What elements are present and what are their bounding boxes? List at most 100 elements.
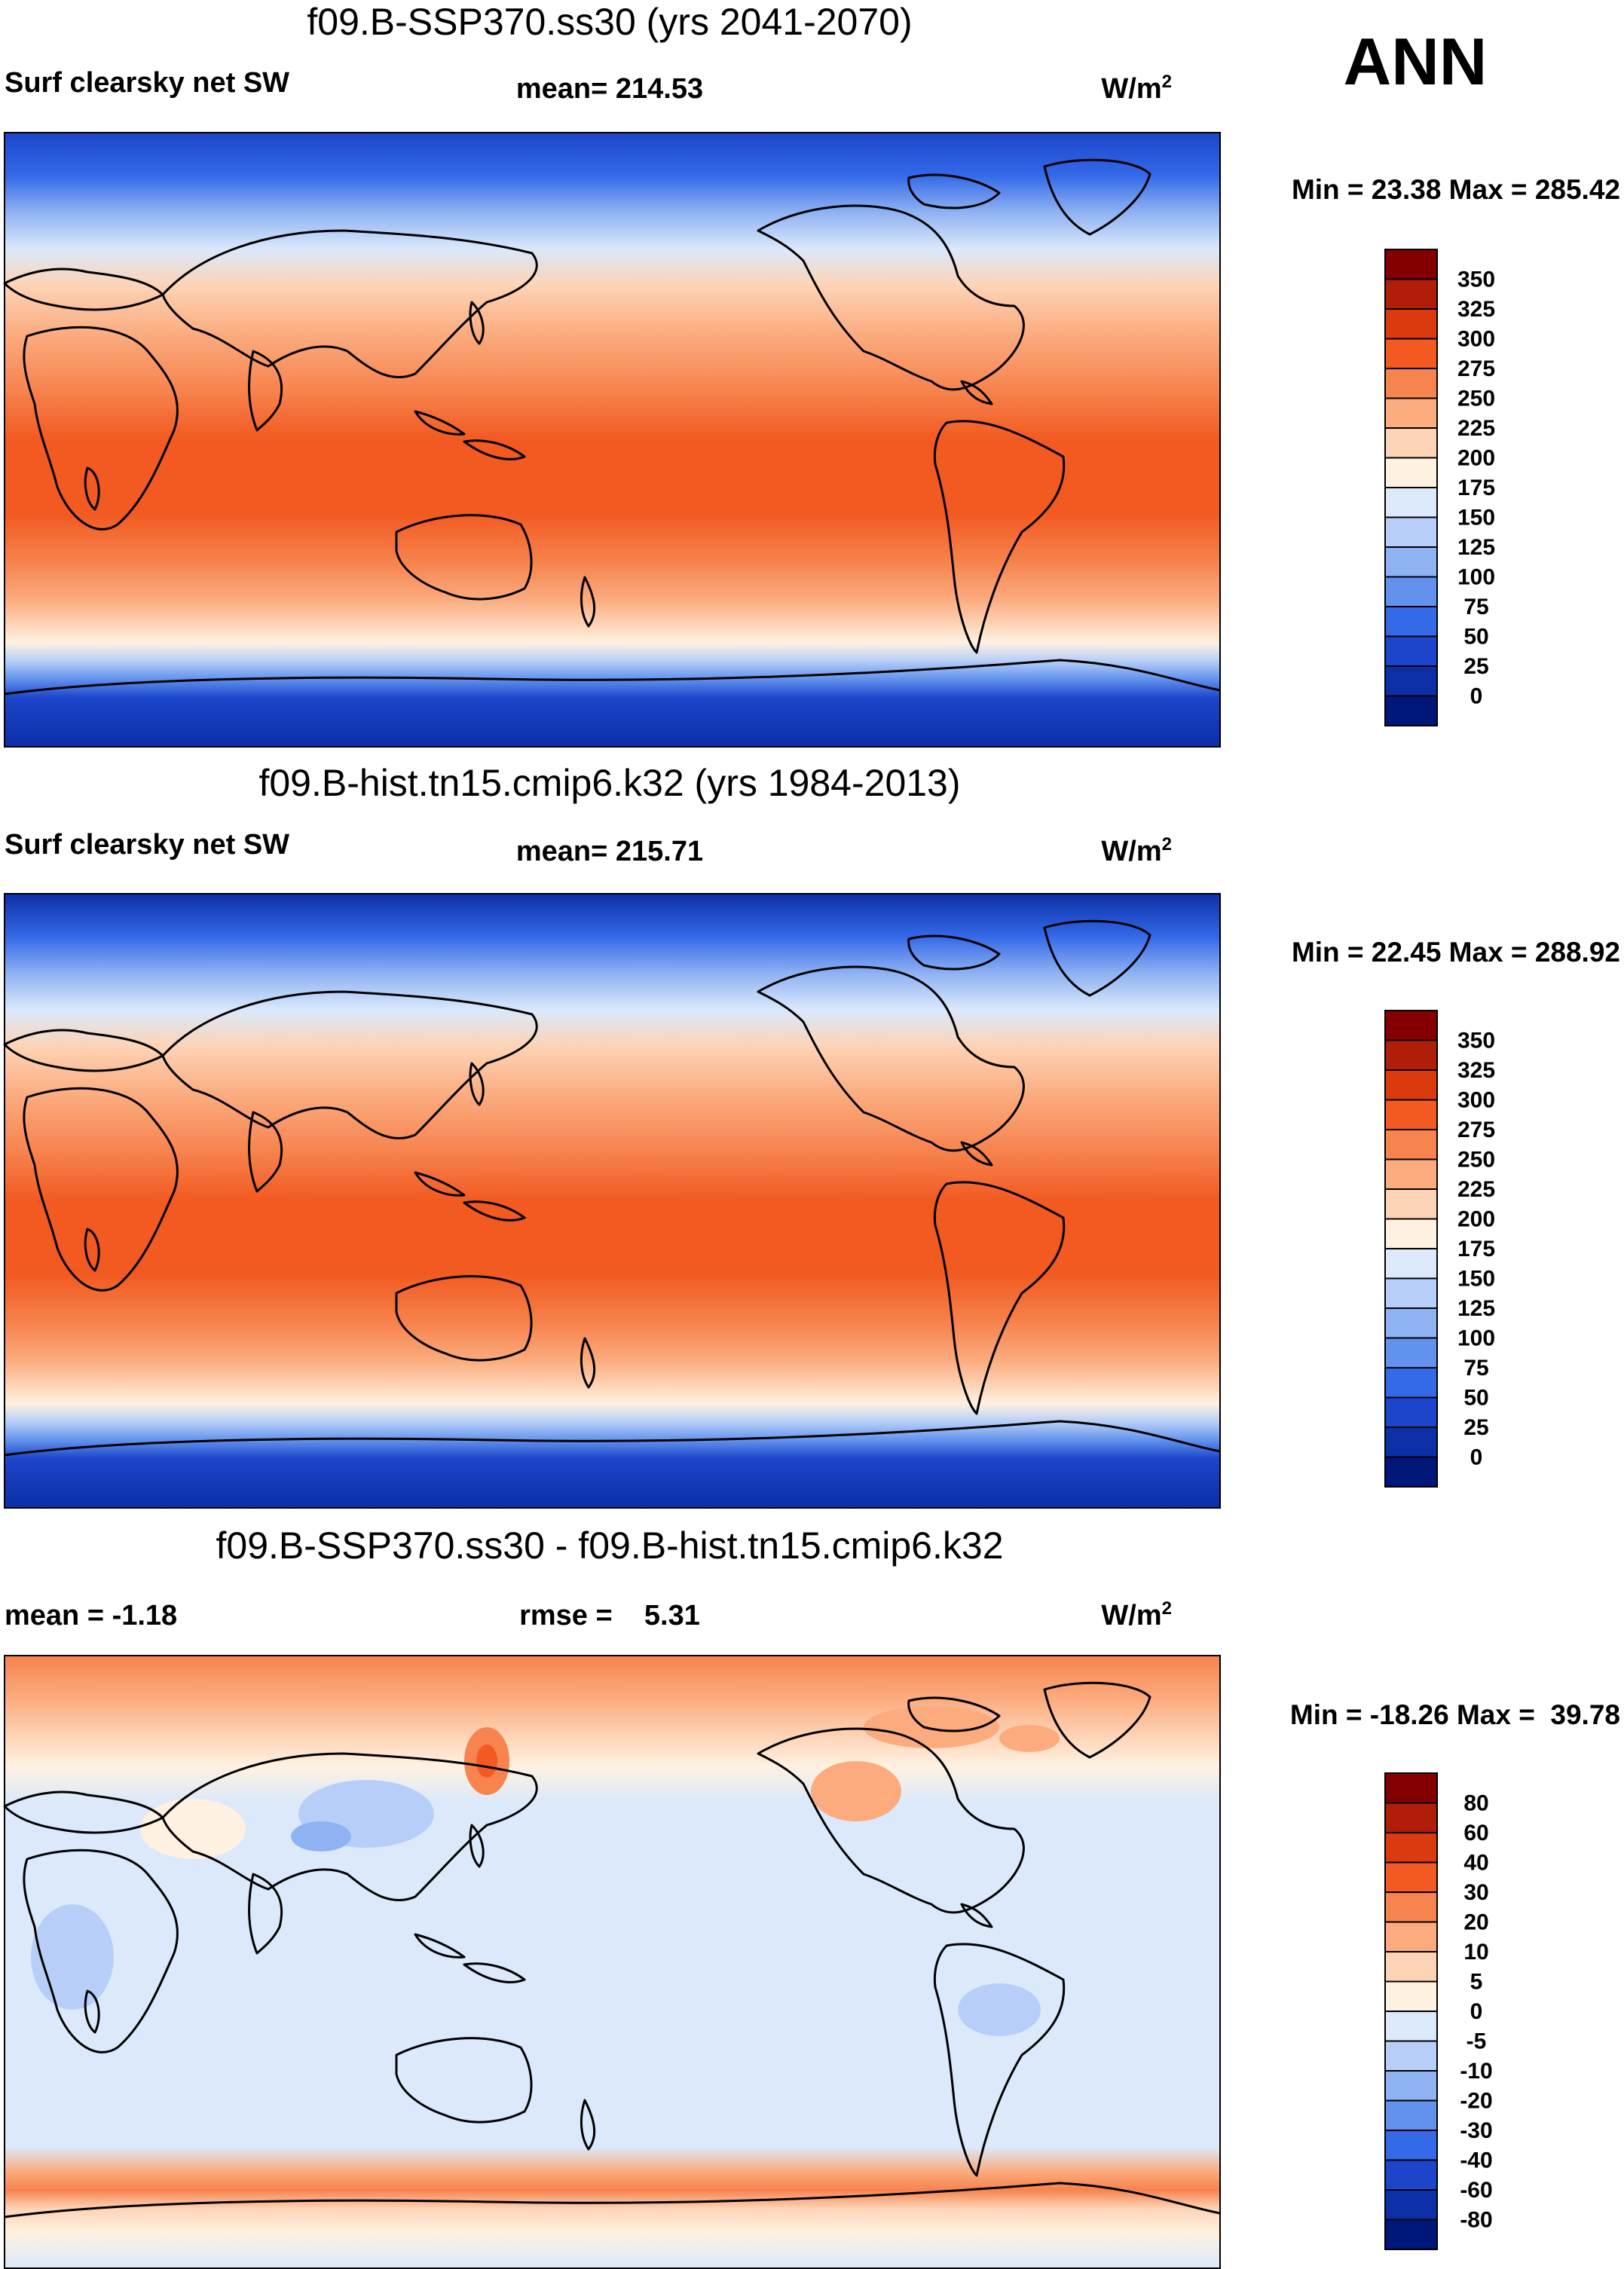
colorbar-tick-label: -30 — [1460, 2118, 1492, 2143]
colorbar-tick-label: 30 — [1463, 1880, 1488, 1905]
colorbar-box — [1384, 278, 1438, 310]
panel-3-colorbar: 80 60 40 30 20 10 5 0 -5 -10 -20 -30 -40 -60 -80 — [1384, 1772, 1493, 2250]
colorbar-tick-label: 100 — [1457, 565, 1495, 590]
colorbar-box — [1384, 695, 1438, 726]
panel-3-center-label: rmse = 5.31 — [519, 1600, 700, 1631]
colorbar-box — [1384, 1277, 1438, 1309]
panel-2-center-label: mean= 215.71 — [516, 836, 703, 867]
panel-2-units: W/m2 — [1101, 834, 1172, 867]
colorbar-box — [1384, 1951, 1438, 1983]
colorbar-box — [1384, 308, 1438, 340]
colorbar-box — [1384, 2130, 1438, 2161]
panel-3-map-field — [5, 1656, 1220, 2269]
colorbar-box — [1384, 1099, 1438, 1130]
panel-2-map-field — [5, 894, 1220, 1508]
colorbar-tick-label: 75 — [1463, 595, 1488, 619]
colorbar-box — [1384, 1891, 1438, 1923]
colorbar-box — [1384, 1248, 1438, 1280]
colorbar-tick-label: 25 — [1463, 654, 1488, 679]
colorbar-tick-label: 175 — [1457, 476, 1495, 500]
colorbar-box — [1384, 1427, 1438, 1458]
panel-1-left-label: Surf clearsky net SW — [5, 67, 289, 99]
panel-2: f09.B-hist.tn15.cmip6.k32 (yrs 1984-2013… — [3, 762, 1620, 1509]
colorbar-tick-label: 200 — [1457, 446, 1495, 471]
colorbar-box — [1384, 1396, 1438, 1428]
colorbar-tick-label: 0 — [1470, 1999, 1483, 2024]
colorbar-tick-label: 100 — [1457, 1326, 1495, 1351]
colorbar-tick-label: 125 — [1457, 1296, 1495, 1321]
panel-1-map — [3, 132, 1222, 748]
colorbar-tick-label: 5 — [1470, 1970, 1483, 1995]
colorbar-box — [1384, 576, 1438, 607]
colorbar-tick-label: 300 — [1457, 1088, 1495, 1113]
colorbar-tick-label: 250 — [1457, 1148, 1495, 1173]
panel-3-units: W/m2 — [1101, 1598, 1172, 1631]
colorbar-box — [1384, 1802, 1438, 1833]
colorbar-box — [1384, 665, 1438, 697]
colorbar-tick-label: 325 — [1457, 297, 1495, 322]
colorbar-tick-label: 350 — [1457, 268, 1495, 292]
colorbar-box — [1384, 1188, 1438, 1220]
colorbar-box — [1384, 2040, 1438, 2072]
panel-3-map-frame — [4, 1655, 1221, 2269]
colorbar-box — [1384, 1772, 1438, 1804]
colorbar-tick-label: 225 — [1457, 1177, 1495, 1202]
colorbar-tick-label: 10 — [1463, 1940, 1488, 1965]
season-label: ANN — [1344, 24, 1488, 99]
colorbar-tick-label: 200 — [1457, 1207, 1495, 1232]
colorbar-tick-label: 25 — [1463, 1415, 1488, 1440]
colorbar-tick-label: 80 — [1463, 1791, 1488, 1816]
panel-3-title: f09.B-SSP370.ss30 - f09.B-hist.tn15.cmip… — [216, 1524, 1004, 1567]
colorbar-box — [1384, 397, 1438, 429]
panel-2-left-label: Surf clearsky net SW — [5, 829, 289, 861]
colorbar-box — [1384, 457, 1438, 488]
colorbar-box — [1384, 606, 1438, 638]
colorbar-box — [1384, 1129, 1438, 1160]
colorbar-tick-label: 150 — [1457, 1267, 1495, 1292]
colorbar-tick-label: -40 — [1460, 2148, 1492, 2173]
colorbar-box — [1384, 338, 1438, 369]
panel-2-map-frame — [4, 893, 1221, 1509]
colorbar-box — [1384, 1069, 1438, 1101]
colorbar-tick-label: 50 — [1463, 625, 1488, 650]
colorbar-box — [1384, 546, 1438, 578]
colorbar-tick-label: 0 — [1470, 684, 1483, 709]
colorbar-box — [1384, 1456, 1438, 1488]
panel-1-title: f09.B-SSP370.ss30 (yrs 2041-2070) — [307, 1, 912, 43]
colorbar-tick-label: -60 — [1460, 2178, 1492, 2203]
panel-1-center-label: mean= 214.53 — [516, 73, 703, 105]
colorbar-tick-label: 20 — [1463, 1910, 1488, 1935]
panel-2-map — [3, 893, 1222, 1509]
colorbar-tick-label: 125 — [1457, 535, 1495, 560]
colorbar-tick-label: -80 — [1460, 2208, 1492, 2233]
panel-3-left-label: mean = -1.18 — [5, 1600, 177, 1631]
colorbar-box — [1384, 1158, 1438, 1190]
colorbar-box — [1384, 2070, 1438, 2102]
panel-2-minmax: Min = 22.45 Max = 288.92 — [1292, 937, 1620, 968]
colorbar-box — [1384, 2189, 1438, 2221]
colorbar-tick-label: 275 — [1457, 1118, 1495, 1142]
colorbar-tick-label: 275 — [1457, 356, 1495, 381]
colorbar-box — [1384, 1367, 1438, 1399]
colorbar-box — [1384, 427, 1438, 459]
colorbar-box — [1384, 368, 1438, 399]
colorbar-tick-label: -20 — [1460, 2089, 1492, 2114]
colorbar-tick-label: 60 — [1463, 1821, 1488, 1845]
colorbar-box — [1384, 487, 1438, 518]
colorbar-tick-label: 225 — [1457, 416, 1495, 441]
colorbar-box — [1384, 1861, 1438, 1893]
panel-3: f09.B-SSP370.ss30 - f09.B-hist.tn15.cmip… — [3, 1524, 1620, 2269]
panel-2-title: f09.B-hist.tn15.cmip6.k32 (yrs 1984-2013… — [258, 762, 960, 804]
colorbar-box — [1384, 1921, 1438, 1953]
colorbar-box — [1384, 1337, 1438, 1368]
colorbar-box — [1384, 1980, 1438, 2012]
colorbar-tick-label: 50 — [1463, 1386, 1488, 1411]
colorbar-box — [1384, 1218, 1438, 1249]
colorbar-tick-label: 0 — [1470, 1445, 1483, 1470]
colorbar-box — [1384, 249, 1438, 280]
panel-3-map — [3, 1655, 1222, 2269]
panel-1-minmax: Min = 23.38 Max = 285.42 — [1292, 174, 1620, 205]
